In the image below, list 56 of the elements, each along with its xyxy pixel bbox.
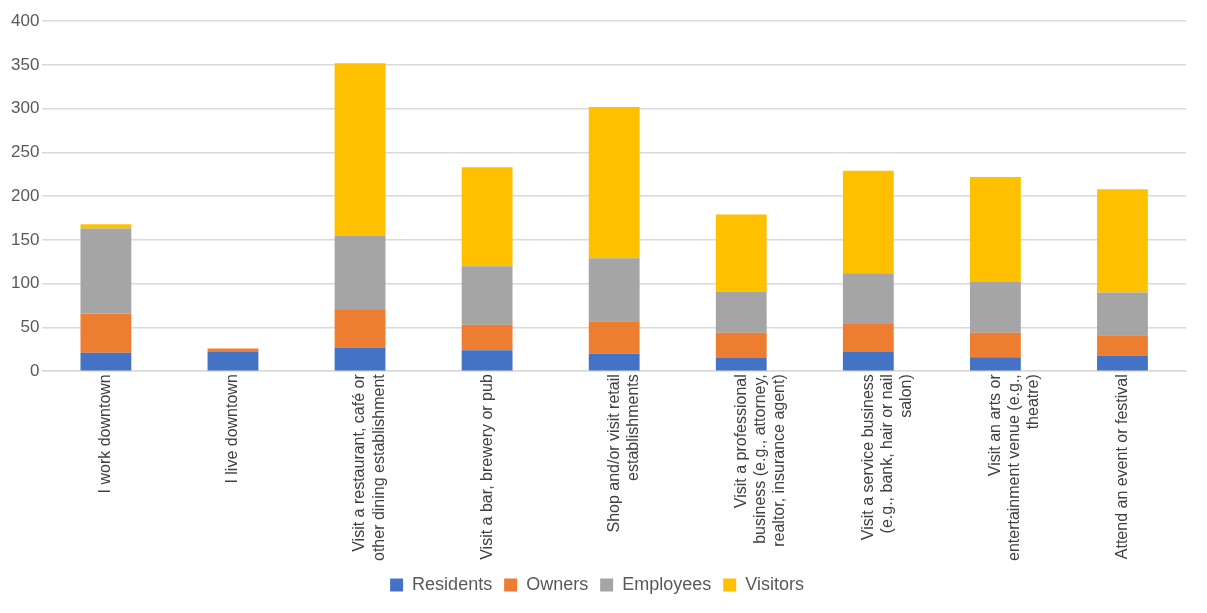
y-tick-label: 150	[10, 229, 40, 249]
x-tick-label: Visit a bar, brewery or pub	[477, 374, 495, 560]
bar	[461, 167, 513, 267]
legend-label: Visitors	[745, 573, 804, 594]
x-tick-label: I work downtown	[96, 374, 114, 494]
bar	[1097, 189, 1148, 293]
x-tick-label: I live downtown	[223, 374, 241, 484]
bar	[842, 170, 894, 274]
bar	[969, 332, 1021, 358]
x-tick-label: Attend an event or festival	[1112, 374, 1130, 560]
bar	[1097, 292, 1148, 336]
x-tick-label: Visit an arts or entertainment venue (e.g., theatre)	[985, 373, 1042, 561]
bar	[461, 350, 513, 371]
bar	[461, 266, 513, 325]
legend-label: Employees	[622, 573, 712, 594]
bar	[588, 321, 640, 354]
bar	[588, 106, 640, 259]
bar	[80, 224, 132, 229]
bar	[715, 332, 767, 359]
bar	[588, 353, 640, 371]
bar	[969, 176, 1021, 282]
bar	[715, 291, 767, 333]
y-tick-label: 50	[20, 317, 40, 337]
bar	[715, 358, 767, 371]
bar	[334, 63, 386, 236]
bar	[969, 281, 1021, 333]
bar	[842, 323, 894, 352]
x-tick-label: Shop and/or visit retail establishments	[604, 374, 641, 533]
bar	[334, 309, 386, 348]
bar	[461, 324, 513, 351]
bar	[1097, 335, 1148, 356]
y-tick-label: 400	[10, 10, 40, 30]
bar	[842, 273, 894, 324]
bar	[80, 352, 132, 371]
y-tick-label: 250	[10, 142, 40, 162]
bar	[588, 258, 640, 322]
bar	[334, 235, 386, 310]
legend-label: Residents	[412, 573, 493, 594]
y-tick-label: 350	[10, 54, 40, 74]
bar	[207, 348, 259, 352]
x-tick-label: Visit a restaurant, café or other dining establishment	[350, 373, 387, 561]
bar	[1097, 355, 1148, 371]
bar	[334, 347, 386, 371]
y-tick-label: 200	[10, 185, 40, 205]
bar	[207, 351, 259, 371]
y-tick-label: 0	[29, 360, 40, 380]
x-tick-label: Visit a professional business (e.g., attorney, realtor, insurance agent)	[731, 374, 788, 547]
bar	[715, 214, 767, 292]
legend-label: Owners	[526, 573, 589, 594]
bar	[969, 357, 1021, 371]
y-tick-label: 100	[10, 273, 40, 293]
y-tick-label: 300	[10, 98, 40, 118]
bar	[80, 313, 132, 353]
bar	[80, 228, 132, 314]
bar	[842, 351, 894, 371]
x-tick-label: Visit a service business (e.g., bank, hair or nail salon)	[858, 374, 915, 541]
